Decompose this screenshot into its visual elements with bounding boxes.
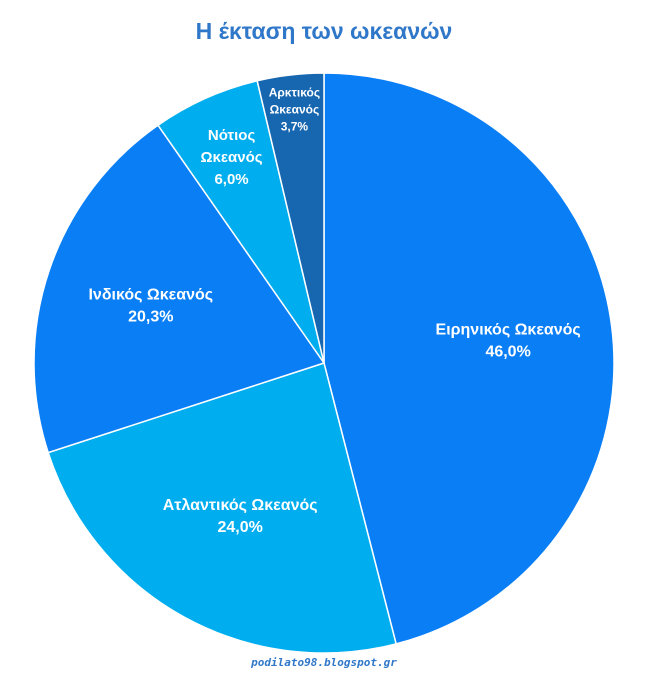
- slice-value-3: 6,0%: [214, 171, 248, 188]
- slice-name-2: Ινδικός Ωκεανός: [88, 287, 213, 304]
- pie-slice-2: [33, 124, 326, 454]
- slice-value-2: 20,3%: [128, 309, 173, 326]
- slice-name-0: Ειρηνικός Ωκεανός: [436, 321, 581, 338]
- slice-label-4: Αρκτικός Ωκεανός 3,7%: [269, 86, 320, 134]
- slice-label-1: Ατλαντικός Ωκεανός 24,0%: [163, 497, 318, 536]
- slice-name-4: Ωκεανός: [270, 103, 320, 117]
- pie-slice-0: [323, 72, 615, 645]
- slice-label-0: Ειρηνικός Ωκεανός 46,0%: [436, 321, 581, 360]
- slice-label-3: Νότιος Ωκεανός 6,0%: [201, 127, 263, 188]
- slice-name-3: Ωκεανός: [201, 149, 263, 166]
- slice-name-1: Ατλαντικός Ωκεανός: [163, 497, 318, 514]
- slice-name-3: Νότιος: [208, 127, 256, 144]
- slice-value-4: 3,7%: [281, 120, 309, 134]
- slice-value-1: 24,0%: [217, 519, 262, 536]
- pie-slices: [33, 72, 615, 654]
- source-credit: podilato98.blogspot.gr: [251, 656, 397, 669]
- pie-slice-1: [47, 362, 398, 654]
- slice-name-4: Αρκτικός: [269, 86, 320, 100]
- chart-title: Η έκταση των ωκεανών: [195, 18, 453, 44]
- pie-labels: Ειρηνικός Ωκεανός 46,0% Ατλαντικός Ωκεανός…: [88, 86, 580, 536]
- slice-label-2: Ινδικός Ωκεανός 20,3%: [88, 287, 213, 326]
- pie-slice-4: [256, 72, 325, 364]
- slice-value-0: 46,0%: [485, 343, 530, 360]
